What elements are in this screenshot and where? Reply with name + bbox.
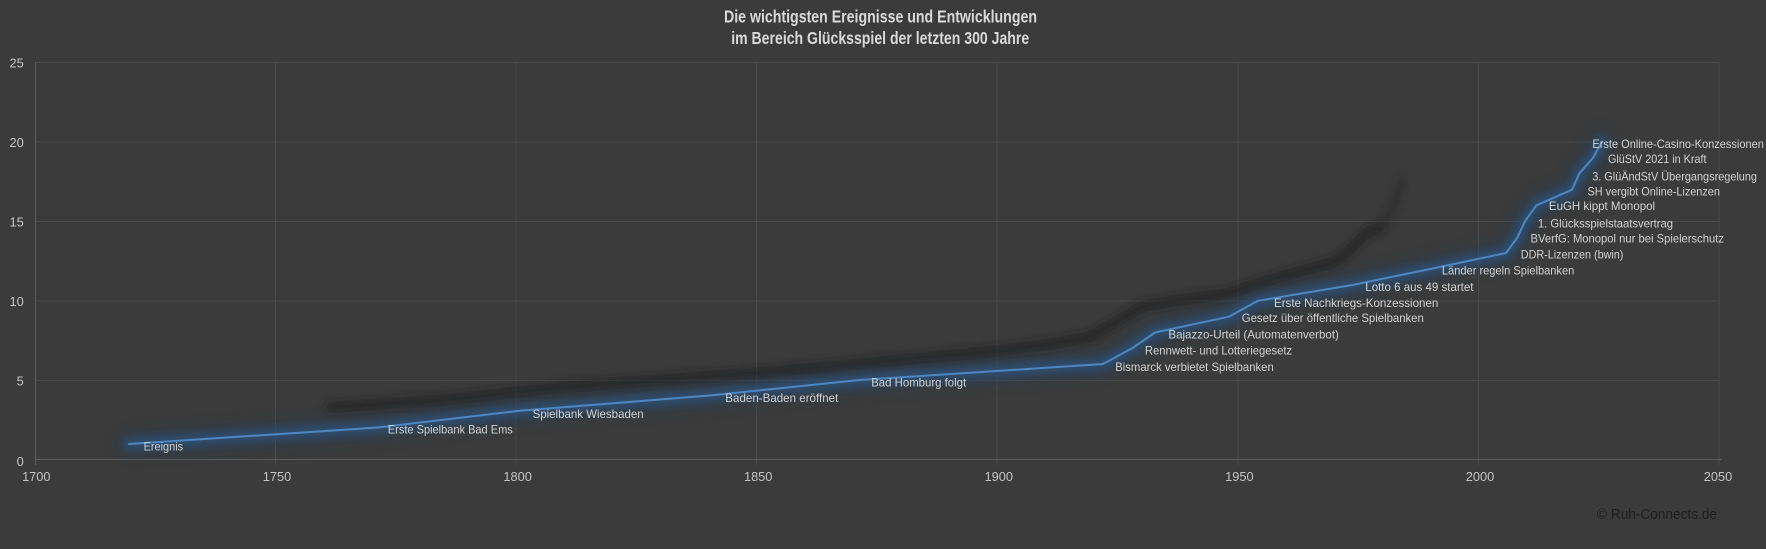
svg-text:im Bereich Glücksspiel der let: im Bereich Glücksspiel der letzten 300 J… bbox=[731, 28, 1029, 48]
svg-text:1800: 1800 bbox=[503, 469, 531, 484]
svg-text:2050: 2050 bbox=[1704, 469, 1732, 484]
svg-text:15: 15 bbox=[9, 215, 23, 230]
svg-text:DDR-Lizenzen (bwin): DDR-Lizenzen (bwin) bbox=[1521, 247, 1624, 261]
svg-text:20: 20 bbox=[9, 135, 23, 150]
svg-text:Gesetz über öffentliche Spielb: Gesetz über öffentliche Spielbanken bbox=[1242, 311, 1424, 325]
svg-text:1850: 1850 bbox=[744, 469, 772, 484]
svg-text:1750: 1750 bbox=[263, 469, 291, 484]
svg-text:Spielbank Wiesbaden: Spielbank Wiesbaden bbox=[533, 407, 644, 421]
svg-text:Erste Online-Casino-Konzession: Erste Online-Casino-Konzessionen bbox=[1592, 137, 1764, 151]
svg-text:© Ruh-Connects.de: © Ruh-Connects.de bbox=[1597, 506, 1717, 523]
svg-text:Bismarck verbietet Spielbanken: Bismarck verbietet Spielbanken bbox=[1115, 360, 1274, 374]
svg-text:0: 0 bbox=[17, 454, 24, 469]
svg-text:Erste Spielbank Bad Ems: Erste Spielbank Bad Ems bbox=[388, 422, 513, 436]
svg-text:25: 25 bbox=[9, 56, 23, 71]
svg-text:Erste Nachkriegs-Konzessionen: Erste Nachkriegs-Konzessionen bbox=[1274, 296, 1438, 310]
svg-text:BVerfG: Monopol nur bei Spiele: BVerfG: Monopol nur bei Spielerschutz bbox=[1531, 232, 1725, 246]
svg-text:Ereignis: Ereignis bbox=[144, 439, 184, 453]
svg-text:1900: 1900 bbox=[985, 469, 1013, 484]
svg-text:Die wichtigsten Ereignisse und: Die wichtigsten Ereignisse und Entwicklu… bbox=[724, 7, 1037, 27]
svg-text:EuGH kippt Monopol: EuGH kippt Monopol bbox=[1549, 199, 1655, 213]
svg-text:10: 10 bbox=[9, 294, 23, 309]
svg-text:Bajazzo-Urteil (Automatenverbo: Bajazzo-Urteil (Automatenverbot) bbox=[1168, 328, 1339, 342]
svg-text:1. Glücksspielstaatsvertrag: 1. Glücksspielstaatsvertrag bbox=[1538, 217, 1673, 231]
svg-text:SH vergibt Online-Lizenzen: SH vergibt Online-Lizenzen bbox=[1588, 185, 1720, 199]
svg-text:GlüStV 2021 in Kraft: GlüStV 2021 in Kraft bbox=[1608, 152, 1707, 166]
svg-text:Länder regeln Spielbanken: Länder regeln Spielbanken bbox=[1442, 263, 1574, 277]
svg-text:Bad Homburg folgt: Bad Homburg folgt bbox=[871, 375, 967, 389]
svg-text:1700: 1700 bbox=[22, 469, 50, 484]
svg-text:3. GlüÄndStV Übergangsregelung: 3. GlüÄndStV Übergangsregelung bbox=[1592, 169, 1757, 183]
svg-text:2000: 2000 bbox=[1466, 469, 1494, 484]
svg-text:Lotto 6 aus 49 startet: Lotto 6 aus 49 startet bbox=[1365, 280, 1474, 294]
svg-text:Baden-Baden eröffnet: Baden-Baden eröffnet bbox=[725, 391, 839, 405]
svg-text:Rennwett- und Lotteriegesetz: Rennwett- und Lotteriegesetz bbox=[1145, 343, 1292, 357]
svg-text:1950: 1950 bbox=[1225, 469, 1253, 484]
svg-text:5: 5 bbox=[17, 374, 24, 389]
